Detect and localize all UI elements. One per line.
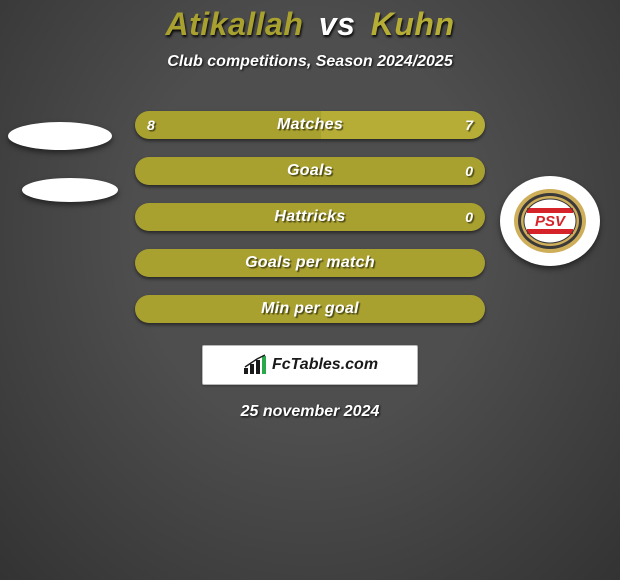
stat-bar-value-right: 0 xyxy=(465,157,473,185)
stat-bar: Goals per match xyxy=(135,249,485,277)
stat-bar-value-right: 7 xyxy=(465,111,473,139)
stat-bar: Hattricks0 xyxy=(135,203,485,231)
title-player1: Atikallah xyxy=(166,6,304,42)
stat-bar: Goals0 xyxy=(135,157,485,185)
fctables-chart-icon xyxy=(242,354,268,376)
stat-bars: Matches87Goals0Hattricks0Goals per match… xyxy=(135,111,485,323)
stat-bar: Matches8 7 xyxy=(135,111,485,139)
stat-bar-label: Hattricks xyxy=(135,203,485,231)
comparison-title: Atikallah vs Kuhn xyxy=(0,6,620,43)
stat-bar: Min per goal xyxy=(135,295,485,323)
source-logo-box: FcTables.com xyxy=(202,345,418,385)
generated-date: 25 november 2024 xyxy=(0,403,620,421)
stat-bar-label: Goals xyxy=(135,157,485,185)
stat-bar-label: Min per goal xyxy=(135,295,485,323)
title-player2: Kuhn xyxy=(371,6,455,42)
stat-bar-label: Goals per match xyxy=(135,249,485,277)
stat-bar-value-right: 0 xyxy=(465,203,473,231)
subtitle: Club competitions, Season 2024/2025 xyxy=(0,53,620,71)
title-vs: vs xyxy=(313,6,362,42)
stat-bar-label: Matches xyxy=(135,111,485,139)
content: Atikallah vs Kuhn Club competitions, Sea… xyxy=(0,0,620,421)
stat-bar-value-left: 8 xyxy=(147,111,155,139)
source-logo-text: FcTables.com xyxy=(272,356,378,374)
